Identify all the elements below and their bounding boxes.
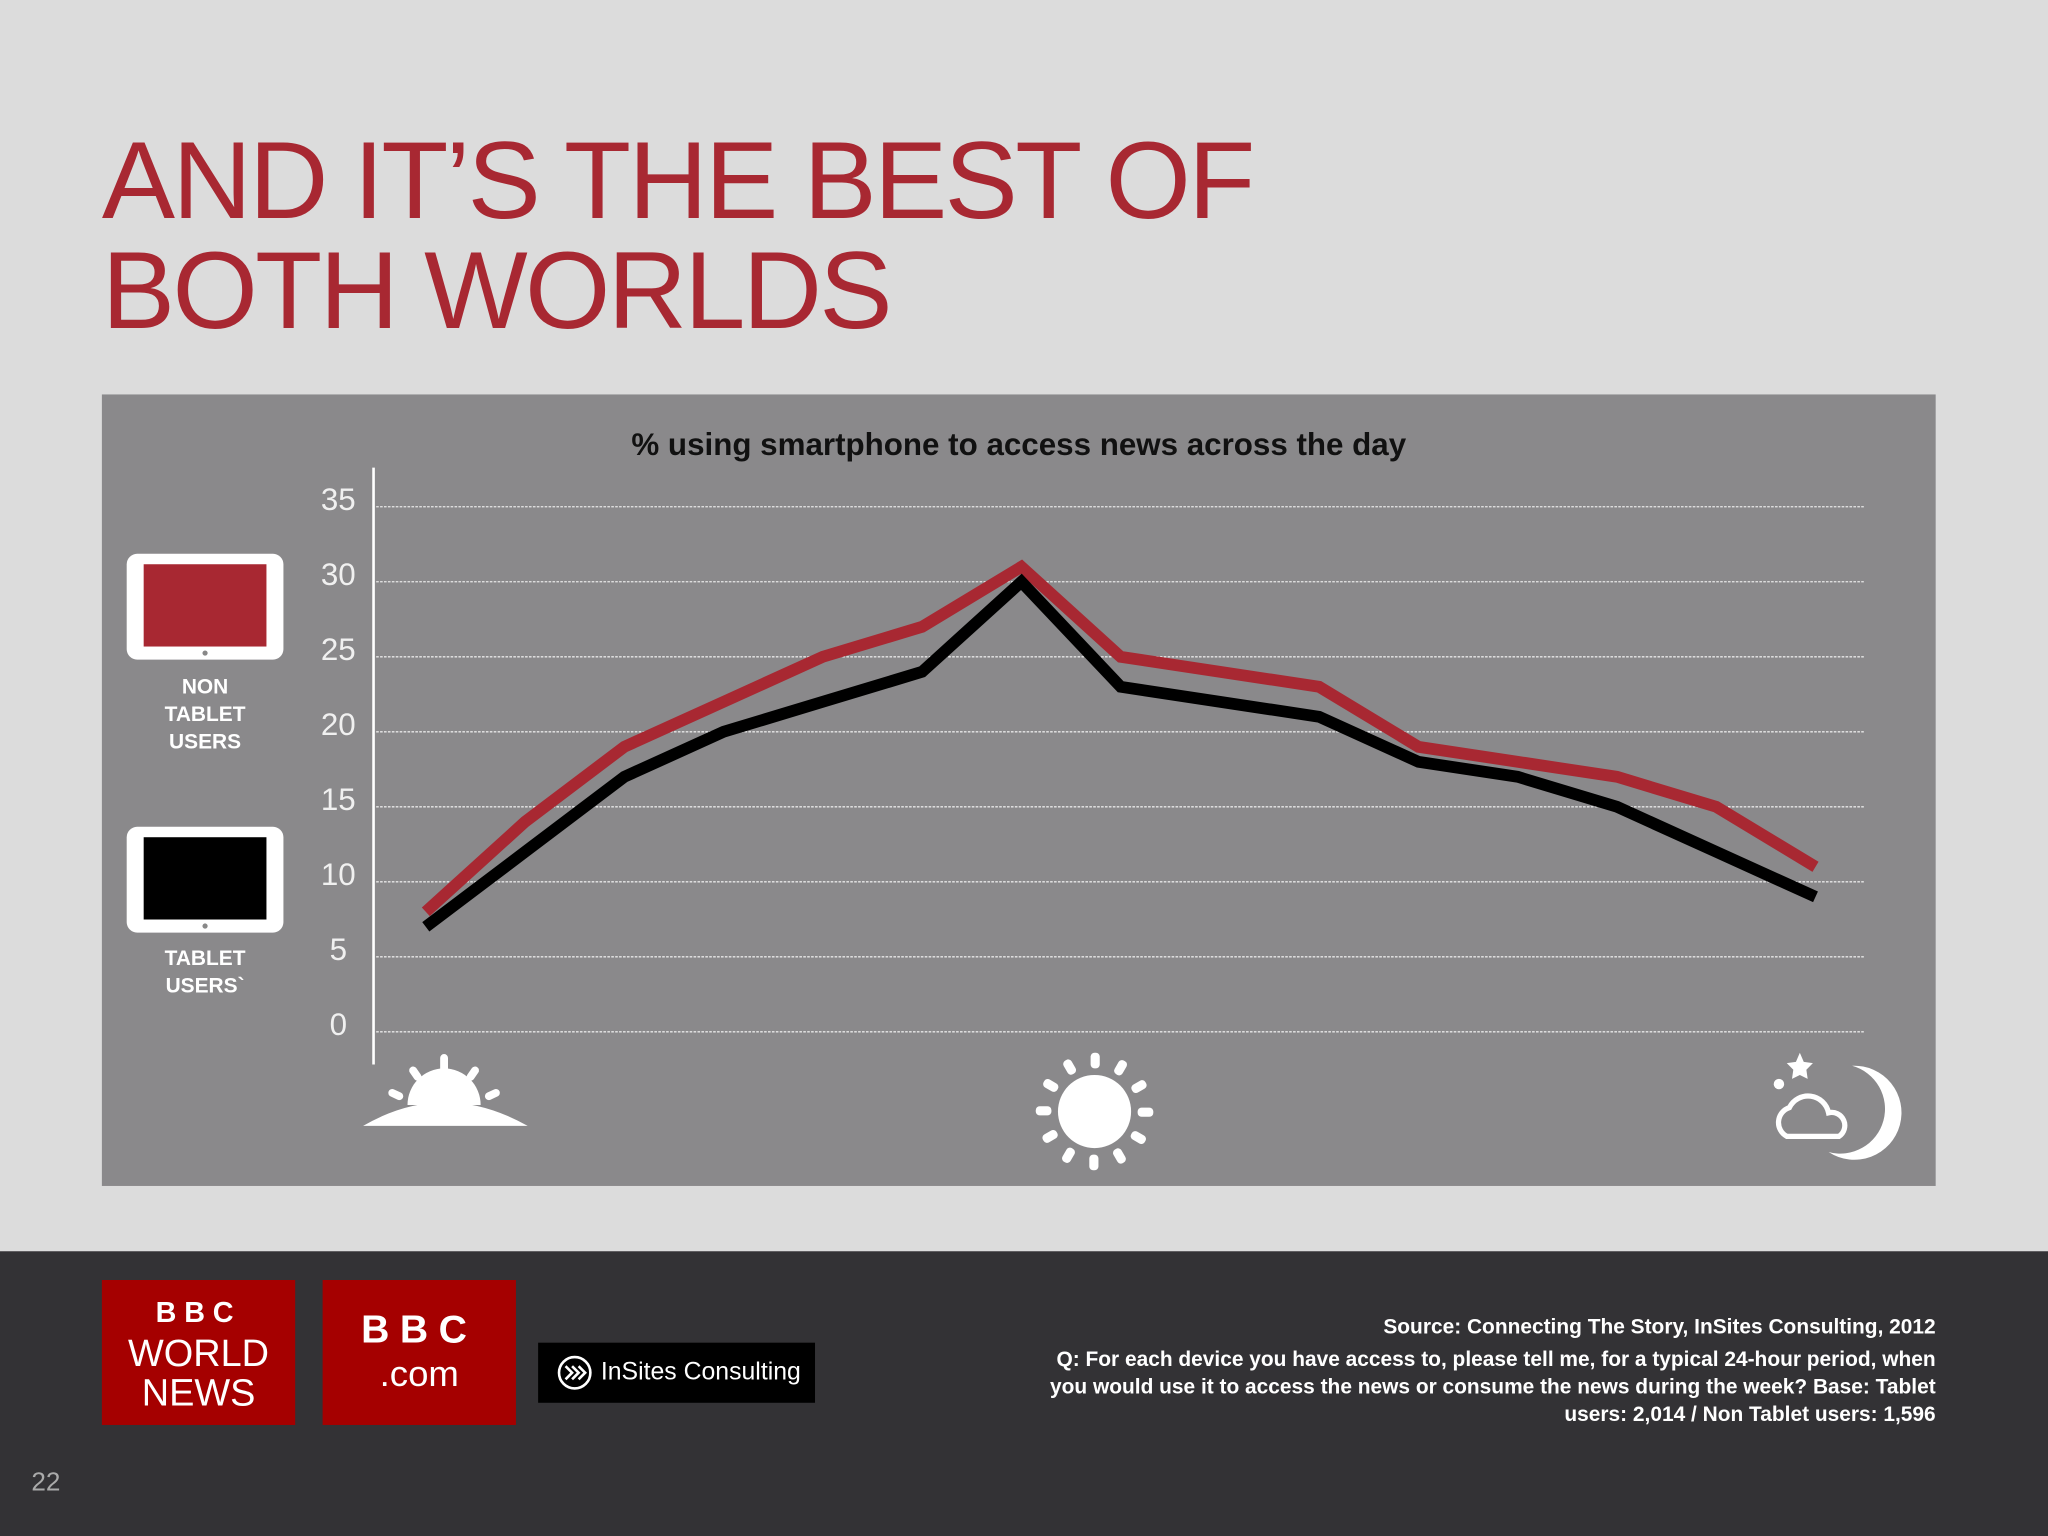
sunrise-icon (363, 1054, 528, 1126)
y-tick-label: 20 (321, 707, 356, 742)
night-icon (1773, 1052, 1902, 1160)
logo-insites: InSites Consulting (538, 1342, 816, 1403)
y-tick-label: 15 (321, 782, 356, 817)
logo-text: InSites Consulting (600, 1358, 801, 1386)
logo-bbc-com: BBC .com (322, 1279, 516, 1425)
legend-label: TABLET USERS` (164, 948, 246, 998)
y-tick-label: 30 (321, 557, 356, 592)
y-tick-label: 25 (321, 632, 356, 667)
sun-icon (1035, 1052, 1154, 1171)
logo-text: .com (379, 1353, 459, 1394)
series-line (422, 573, 1818, 932)
logo-text: WORLD NEWS (128, 1333, 270, 1415)
slide-title: AND IT’S THE BEST OF BOTH WORLDS (101, 118, 1255, 352)
logo-text: BBC (155, 1295, 242, 1329)
legend-icon (126, 553, 284, 933)
y-tick-label: 0 (330, 1007, 347, 1042)
chart-title: % using smartphone to access news across… (631, 427, 1406, 462)
chart-panel (101, 394, 1936, 1186)
question-text: Q: For each device you have access to, p… (1050, 1349, 1936, 1427)
page-number: 22 (31, 1468, 61, 1497)
source-text: Source: Connecting The Story, InSites Co… (1383, 1316, 1936, 1339)
y-tick-label: 5 (330, 932, 347, 967)
y-tick-label: 10 (321, 857, 356, 892)
insites-icon (557, 1355, 592, 1390)
y-tick-label: 35 (321, 482, 356, 517)
series-line (421, 559, 1819, 917)
logo-text: BBC (361, 1308, 478, 1352)
logo-world-news: BBC WORLD NEWS (101, 1279, 296, 1425)
legend-label: NON TABLET USERS (164, 676, 246, 754)
